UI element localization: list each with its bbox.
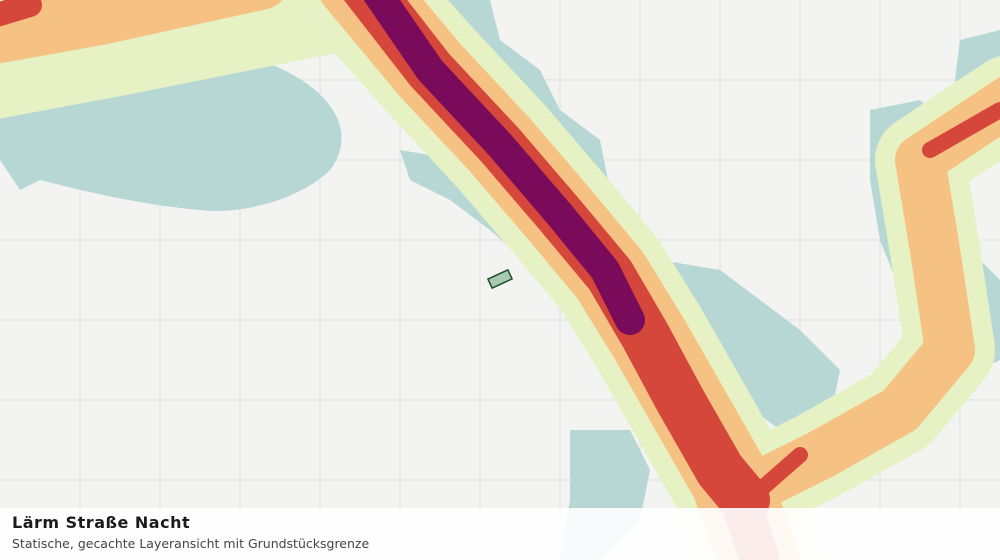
- parcel-boundary: [486, 268, 514, 290]
- map-subtitle: Statische, gecachte Layeransicht mit Gru…: [12, 536, 369, 551]
- caption-panel: [0, 508, 1000, 560]
- map-title: Lärm Straße Nacht: [12, 513, 190, 532]
